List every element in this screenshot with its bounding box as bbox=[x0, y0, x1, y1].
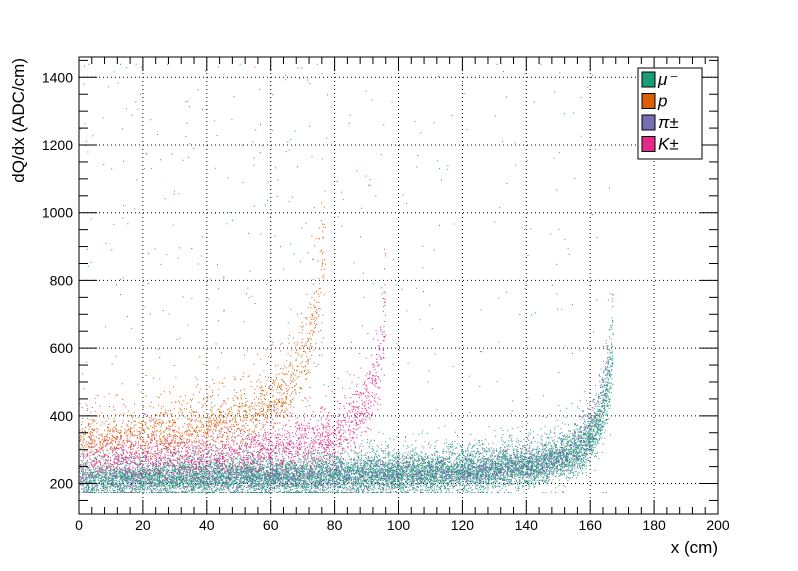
x-tick-label: 140 bbox=[515, 517, 539, 533]
x-tick-label: 180 bbox=[642, 517, 666, 533]
y-axis-title: dQ/dx (ADC/cm) bbox=[9, 58, 28, 183]
series-point-cloud bbox=[79, 63, 326, 494]
x-tick-label: 120 bbox=[451, 517, 475, 533]
x-tick-label: 80 bbox=[327, 517, 343, 533]
legend-label: p bbox=[657, 92, 667, 111]
y-tick-label: 600 bbox=[50, 340, 74, 356]
series-points bbox=[79, 63, 614, 494]
series-point-cloud bbox=[79, 63, 614, 494]
x-tick-label: 200 bbox=[706, 517, 730, 533]
x-tick-label: 100 bbox=[387, 517, 411, 533]
legend-swatch bbox=[641, 71, 656, 88]
legend-label: K± bbox=[658, 135, 679, 154]
series-points bbox=[79, 63, 326, 494]
y-tick-label: 1200 bbox=[42, 137, 73, 153]
y-tick-label: 400 bbox=[50, 408, 74, 424]
y-tick-label: 800 bbox=[50, 272, 74, 288]
legend-label: π± bbox=[658, 113, 679, 132]
x-tick-label: 0 bbox=[75, 517, 83, 533]
y-tick-label: 200 bbox=[50, 476, 74, 492]
series-points bbox=[79, 63, 387, 494]
series-points bbox=[79, 66, 611, 493]
legend: μ⁻ p π± K± bbox=[637, 67, 703, 160]
x-tick-label: 160 bbox=[579, 517, 603, 533]
x-tick-label: 20 bbox=[135, 517, 151, 533]
y-tick-label: 1400 bbox=[42, 69, 73, 85]
legend-swatch bbox=[641, 114, 656, 131]
legend-swatch bbox=[641, 136, 656, 152]
grid bbox=[79, 57, 718, 514]
scatter-points bbox=[79, 63, 614, 494]
tick-labels: 0 20 40 60 80 100 120 140 160 180 200 200 400 600 800 1… bbox=[42, 69, 730, 533]
x-tick-label: 60 bbox=[263, 517, 279, 533]
axis-ticks bbox=[78, 57, 719, 514]
series-point-cloud bbox=[79, 63, 387, 494]
x-tick-label: 40 bbox=[199, 517, 215, 533]
x-axis-title: x (cm) bbox=[671, 538, 718, 557]
y-tick-label: 1000 bbox=[42, 205, 73, 221]
legend-label: μ⁻ bbox=[657, 70, 678, 89]
series-point-cloud bbox=[79, 66, 611, 493]
legend-swatch bbox=[641, 93, 656, 109]
